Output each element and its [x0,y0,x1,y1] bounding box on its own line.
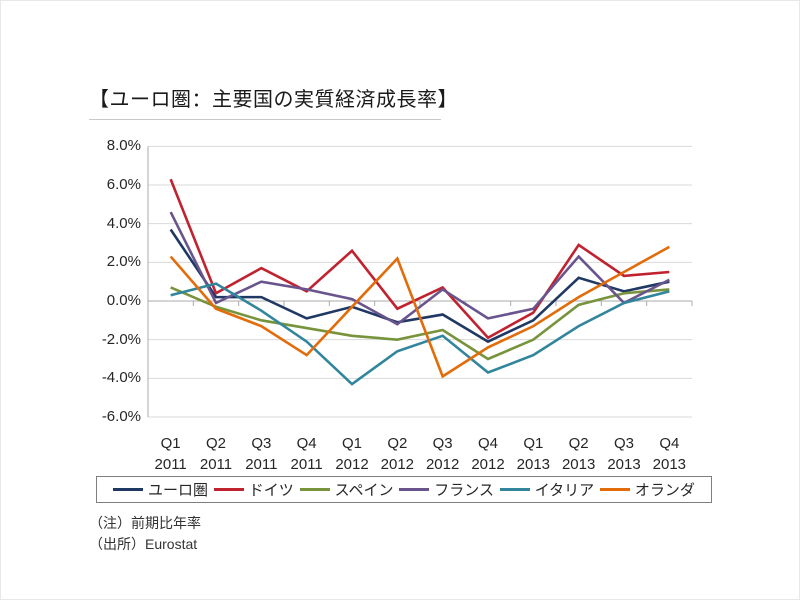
x-tick-year: 2011 [154,456,187,473]
x-tick-label: Q1 2013 [501,433,565,475]
note-eurostat: （出所）Eurostat [89,536,198,552]
x-tick-year: 2012 [335,456,369,473]
x-tick-label: Q1 2012 [320,433,384,475]
series-line-euro-area [169,228,670,344]
x-tick-label: Q4 2011 [275,433,339,475]
legend-label-germany: ドイツ [248,482,294,499]
x-tick-quarter: Q3 [251,435,272,452]
legend-item-euro-area: ユーロ圏 [113,479,208,500]
x-tick-quarter: Q1 [160,435,181,452]
y-tick-label: 8.0% [106,137,141,155]
legend-swatch-euro-area [113,488,143,491]
x-tick-quarter: Q1 [341,435,362,452]
legend-swatch-italy [499,488,530,491]
x-tick-year: 2012 [380,456,415,473]
y-tick-label: -2.0% [101,330,141,348]
legend-swatch-france [399,488,430,491]
x-tick-label: Q3 2012 [411,433,475,475]
x-tick-label: Q2 2012 [365,433,429,475]
x-tick-label: Q4 2012 [456,433,520,475]
legend-item-germany: ドイツ [213,479,294,500]
series-line-netherlands [169,245,670,379]
x-tick-year: 2013 [561,456,596,473]
x-tick-quarter: Q2 [205,435,226,452]
note-source-note: （注）前期比年率 [89,515,201,531]
page-title: 【ユーロ圏：主要国の実質経済成長率】 [89,89,458,111]
legend-swatch-spain [299,488,330,491]
legend-label-spain: スペイン [334,482,394,499]
x-tick-label: Q3 2011 [229,433,293,475]
series-line-italy [170,282,670,386]
y-tick-label: -6.0% [101,407,141,425]
legend-label-euro-area: ユーロ圏 [148,482,209,499]
x-tick-year: 2013 [652,456,687,473]
x-tick-year: 2012 [425,456,460,473]
x-tick-label: Q3 2013 [592,433,656,475]
title-underline [89,119,441,120]
x-tick-quarter: Q2 [387,435,408,452]
y-tick-label: 4.0% [106,214,141,232]
series-line-france [169,211,670,326]
legend-label-netherlands: オランダ [634,482,695,499]
x-tick-quarter: Q4 [659,435,680,452]
chart-legend: ユーロ圏 ドイツ スペイン フランス イタリア オランダ [96,476,712,503]
y-tick-label: 2.0% [106,253,141,271]
legend-item-netherlands: オランダ [599,479,695,500]
series-line-germany [169,178,670,340]
legend-label-italy: イタリア [534,482,595,499]
x-tick-quarter: Q3 [613,435,634,452]
x-tick-label: Q1 2011 [139,433,203,475]
y-tick-label: -4.0% [101,369,141,387]
x-tick-label: Q2 2013 [547,433,611,475]
legend-label-france: フランス [434,482,494,499]
x-tick-year: 2011 [199,456,233,473]
legend-swatch-netherlands [599,488,630,491]
legend-item-spain: スペイン [299,479,394,500]
x-tick-label: Q4 2013 [637,433,701,475]
y-tick-label: 0.0% [106,292,141,309]
legend-item-italy: イタリア [499,479,595,500]
x-tick-year: 2013 [607,456,641,473]
x-tick-label: Q2 2011 [184,433,248,475]
x-tick-year: 2012 [471,456,505,473]
x-tick-quarter: Q4 [477,435,498,452]
x-tick-quarter: Q4 [296,435,317,452]
x-tick-year: 2013 [516,456,551,473]
x-tick-quarter: Q2 [568,435,589,452]
y-tick-label: 6.0% [106,176,141,194]
x-tick-year: 2011 [290,456,323,473]
legend-item-france: フランス [399,479,494,500]
x-tick-quarter: Q3 [432,435,453,452]
series-line-spain [170,286,670,361]
x-tick-year: 2011 [245,456,278,473]
x-tick-quarter: Q1 [523,435,544,452]
legend-swatch-germany [213,488,244,491]
